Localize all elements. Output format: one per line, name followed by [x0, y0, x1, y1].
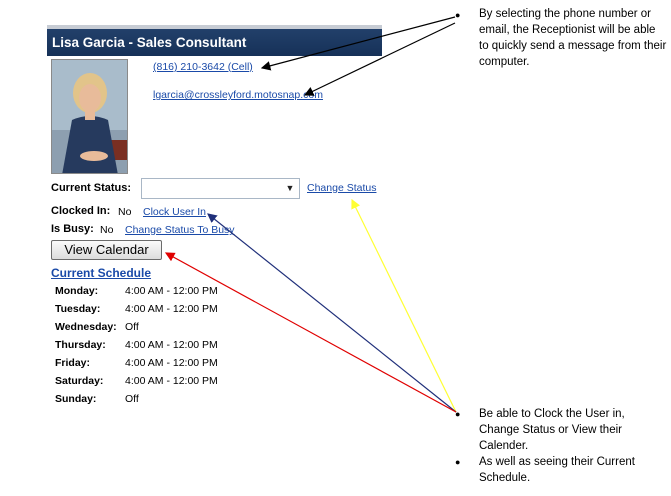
schedule-time: 4:00 AM - 12:00 PM: [125, 303, 218, 315]
schedule-day: Tuesday:: [55, 303, 101, 315]
schedule-day: Wednesday:: [55, 321, 117, 333]
clocked-in-value: No: [118, 206, 132, 218]
bullet-icon: ●: [455, 10, 461, 20]
schedule-time: Off: [125, 321, 139, 333]
current-schedule-link[interactable]: Current Schedule: [51, 266, 152, 280]
schedule-time: 4:00 AM - 12:00 PM: [125, 357, 218, 369]
profile-photo-image: [52, 60, 127, 173]
is-busy-label: Is Busy:: [51, 223, 94, 235]
dropdown-arrow-icon[interactable]: ▼: [285, 183, 295, 193]
change-status-to-busy-link[interactable]: Change Status To Busy: [125, 224, 235, 236]
email-link[interactable]: lgarcia@crossleyford.motosnap.com: [153, 89, 323, 101]
current-status-label: Current Status:: [51, 182, 132, 194]
arrow-to-change-status: [351, 198, 457, 413]
arrow-to-view-calendar: [164, 252, 457, 413]
schedule-day: Thursday:: [55, 339, 106, 351]
current-status-select[interactable]: ▼: [141, 178, 300, 199]
card-top-border: [47, 25, 382, 29]
schedule-day: Monday:: [55, 285, 99, 297]
bullet-icon: ●: [455, 409, 461, 419]
profile-photo: [51, 59, 128, 174]
is-busy-value: No: [100, 224, 114, 236]
schedule-time: 4:00 AM - 12:00 PM: [125, 285, 218, 297]
schedule-time: 4:00 AM - 12:00 PM: [125, 375, 218, 387]
arrow-to-email: [303, 22, 456, 96]
bullet-icon: ●: [455, 457, 461, 467]
schedule-day: Sunday:: [55, 393, 97, 405]
clocked-in-label: Clocked In:: [51, 205, 111, 217]
schedule-time: 4:00 AM - 12:00 PM: [125, 339, 218, 351]
annotation-note-schedule: As well as seeing their Current Schedule…: [479, 456, 635, 484]
schedule-day: Friday:: [55, 357, 91, 369]
arrow-to-clock-in: [207, 213, 457, 413]
arrow-to-phone: [260, 16, 456, 71]
change-status-link[interactable]: Change Status: [307, 182, 377, 194]
profile-title: Lisa Garcia - Sales Consultant: [52, 35, 247, 50]
phone-link[interactable]: (816) 210-3642 (Cell): [153, 61, 253, 73]
view-calendar-button[interactable]: View Calendar: [51, 240, 162, 260]
clock-user-in-link[interactable]: Clock User In: [143, 206, 207, 218]
schedule-time: Off: [125, 393, 139, 405]
annotation-note-actions: Be able to Clock the User in, Change Sta…: [479, 408, 625, 452]
annotation-note-messaging: By selecting the phone number or email, …: [479, 8, 667, 68]
schedule-day: Saturday:: [55, 375, 104, 387]
